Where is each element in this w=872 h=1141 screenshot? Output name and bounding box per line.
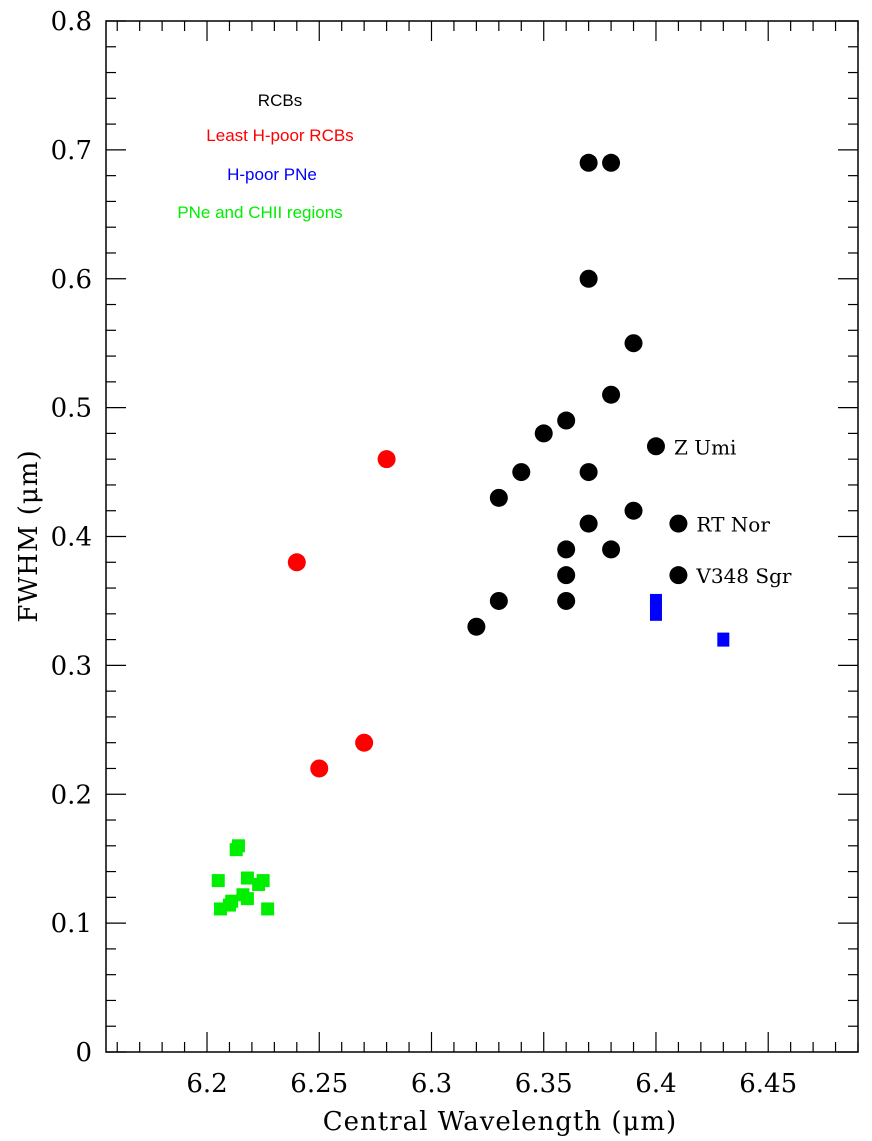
data-point-series-3 <box>229 843 243 857</box>
y-tick-label: 0.4 <box>51 523 92 553</box>
y-tick-label: 0 <box>75 1038 92 1068</box>
data-point-series-0 <box>557 540 576 559</box>
y-tick-label: 0.5 <box>51 394 92 424</box>
x-axis-label: Central Wavelength (μm) <box>323 1107 677 1137</box>
data-point-series-2 <box>649 593 662 608</box>
data-point-series-0 <box>646 437 665 456</box>
y-tick-label: 0.3 <box>51 651 92 681</box>
y-tick-label: 0.2 <box>51 780 92 810</box>
x-tick-label: 6.2 <box>186 1069 227 1099</box>
data-point-series-0 <box>489 591 508 610</box>
legend: RCBs Least H-poor RCBs H-poor PNe PNe an… <box>177 91 353 222</box>
data-point-series-2 <box>717 632 730 647</box>
data-point-series-0 <box>579 153 598 172</box>
x-tick-label: 6.3 <box>411 1069 452 1099</box>
x-tick-label: 6.25 <box>290 1069 348 1099</box>
legend-entry-h-poor-pne: H-poor PNe <box>227 165 317 184</box>
point-annotation: Z Umi <box>674 435 736 459</box>
y-tick-label: 0.6 <box>51 265 92 295</box>
data-point-series-3 <box>213 902 227 916</box>
x-tick-label: 6.45 <box>739 1069 797 1099</box>
y-tick-label: 0.8 <box>51 7 92 37</box>
annotations: Z Umi RT Nor V348 Sgr <box>674 435 792 588</box>
data-point-series-0 <box>579 514 598 533</box>
data-point-series-0 <box>557 591 576 610</box>
data-point-series-1 <box>377 450 396 469</box>
data-point-series-0 <box>534 424 553 443</box>
data-point-series-3 <box>211 874 225 888</box>
data-point-series-0 <box>624 501 643 520</box>
data-point-series-3 <box>256 874 270 888</box>
data-point-series-1 <box>355 733 374 752</box>
data-point-series-3 <box>240 871 254 885</box>
data-point-series-2 <box>649 606 662 621</box>
data-point-series-3 <box>261 902 275 916</box>
x-tick-label: 6.35 <box>515 1069 573 1099</box>
data-point-series-3 <box>240 892 254 906</box>
y-tick-label: 0.7 <box>51 136 92 166</box>
plot-frame <box>105 20 859 1053</box>
point-annotation: V348 Sgr <box>695 564 791 588</box>
tick-labels: 6.2 6.25 6.3 6.35 6.4 6.45 0 0.1 0.2 0.3 0.4 0.5 0.6… <box>51 7 798 1099</box>
data-point-series-0 <box>557 566 576 585</box>
data-point-series-0 <box>602 153 621 172</box>
data-point-series-1 <box>287 553 306 572</box>
data-point-series-0 <box>602 385 621 404</box>
y-tick-label: 0.1 <box>51 909 92 939</box>
y-axis-label: FWHM (μm) <box>14 449 44 622</box>
data-point-series-0 <box>489 488 508 507</box>
data-point-series-0 <box>579 463 598 482</box>
legend-entry-least-h-poor-rcbs: Least H-poor RCBs <box>206 126 353 145</box>
data-points <box>211 153 730 916</box>
data-point-series-1 <box>310 759 329 778</box>
data-point-series-0 <box>669 566 688 585</box>
data-point-series-0 <box>579 269 598 288</box>
x-tick-label: 6.4 <box>635 1069 676 1099</box>
data-point-series-0 <box>624 334 643 353</box>
legend-entry-rcbs: RCBs <box>258 91 302 110</box>
data-point-series-0 <box>602 540 621 559</box>
point-annotation: RT Nor <box>696 513 770 537</box>
data-point-series-0 <box>557 411 576 430</box>
legend-entry-pne-chii: PNe and CHII regions <box>177 203 342 222</box>
data-point-series-0 <box>512 463 531 482</box>
data-point-series-0 <box>669 514 688 533</box>
data-point-series-0 <box>467 617 486 636</box>
